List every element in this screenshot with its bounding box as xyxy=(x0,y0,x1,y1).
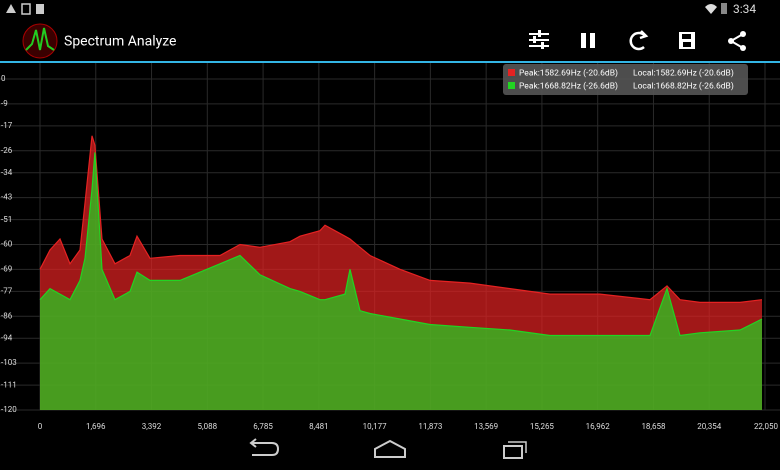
legend-local: Local:1668.82Hz (-26.6dB) xyxy=(633,80,734,91)
x-tick-label: 5,088 xyxy=(198,422,218,431)
y-tick-label: -86 xyxy=(1,311,13,320)
y-tick-label: -17 xyxy=(1,121,13,130)
x-tick-label: 0 xyxy=(38,422,43,431)
legend-peak: Peak:1582.69Hz (-20.6dB) xyxy=(519,67,618,78)
y-tick-label: -69 xyxy=(1,264,12,273)
app-title: Spectrum Analyze xyxy=(64,34,177,50)
legend-local: Local:1582.69Hz (-20.6dB) xyxy=(633,67,734,78)
x-tick-label: 6,785 xyxy=(253,422,273,431)
refresh-button[interactable] xyxy=(629,30,649,51)
legend-swatch xyxy=(508,82,515,89)
battery-icon xyxy=(721,3,727,14)
spectrum-line xyxy=(39,135,763,303)
y-tick-label: -103 xyxy=(1,358,17,367)
app-bar-divider xyxy=(0,61,780,63)
x-tick-label: 18,658 xyxy=(641,422,666,431)
status-bar: 3:34 xyxy=(6,2,756,16)
home-button[interactable] xyxy=(374,439,406,458)
x-tick-label: 16,962 xyxy=(586,422,611,431)
warning-icon xyxy=(6,4,16,13)
x-tick-label: 11,873 xyxy=(418,422,442,431)
x-tick-label: 15,265 xyxy=(530,422,555,431)
x-tick-label: 13,569 xyxy=(474,422,498,431)
y-tick-label: -26 xyxy=(1,146,13,155)
notification-icon xyxy=(21,3,31,15)
wifi-icon xyxy=(705,4,717,14)
y-tick-label: -94 xyxy=(1,333,13,342)
legend-rows: Peak:1582.69Hz (-20.6dB) Local:1582.69Hz … xyxy=(508,67,734,91)
status-time: 3:34 xyxy=(733,2,756,16)
x-tick-label: 3,392 xyxy=(142,422,162,431)
y-tick-label: -43 xyxy=(1,193,12,202)
app-icon[interactable] xyxy=(22,23,58,59)
y-tick-label: -60 xyxy=(1,240,13,249)
x-tick-label: 8,481 xyxy=(309,422,329,431)
back-button[interactable] xyxy=(249,438,280,456)
x-tick-label: 10,177 xyxy=(363,422,388,431)
x-tick-label: 20,354 xyxy=(697,422,722,431)
pause-button[interactable] xyxy=(581,33,595,48)
spectrum-area xyxy=(40,152,762,410)
app-icon-wave xyxy=(25,27,55,51)
x-tick-label: 22,050 xyxy=(754,422,779,431)
share-button[interactable] xyxy=(728,31,746,51)
nav-bar xyxy=(249,438,527,459)
y-tick-label: -111 xyxy=(1,380,17,389)
x-tick-label: 1,696 xyxy=(86,422,106,431)
y-tick-label: -34 xyxy=(1,168,13,177)
plot: 0 -9 -17 -26 -34 -43 -51 -60 -69 -77 -86 -94 -103 -11… xyxy=(0,63,780,431)
y-tick-label: -77 xyxy=(1,287,13,296)
legend-peak: Peak:1668.82Hz (-26.6dB) xyxy=(519,80,618,91)
y-tick-label: -9 xyxy=(1,99,8,108)
legend-box xyxy=(503,64,748,95)
save-button[interactable] xyxy=(679,32,695,49)
legend: Peak:1582.69Hz (-20.6dB) Local:1582.69Hz … xyxy=(503,64,748,95)
notification-icon xyxy=(36,4,44,14)
legend-swatch xyxy=(508,69,515,76)
recents-button[interactable] xyxy=(503,441,527,459)
y-tick-label: -120 xyxy=(1,405,17,414)
y-tick-label: 0 xyxy=(1,74,6,83)
spectrum-line xyxy=(39,152,763,337)
app-bar: Spectrum Analyze xyxy=(0,23,780,63)
y-tick-label: -51 xyxy=(1,215,12,224)
settings-button[interactable] xyxy=(529,30,549,49)
